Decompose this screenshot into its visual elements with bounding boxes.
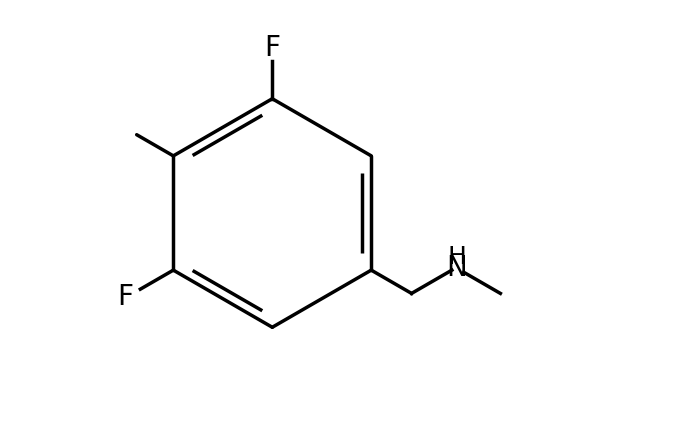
Text: N: N: [447, 254, 467, 282]
Text: F: F: [118, 283, 133, 311]
Text: F: F: [265, 34, 280, 62]
Text: H: H: [447, 245, 466, 268]
